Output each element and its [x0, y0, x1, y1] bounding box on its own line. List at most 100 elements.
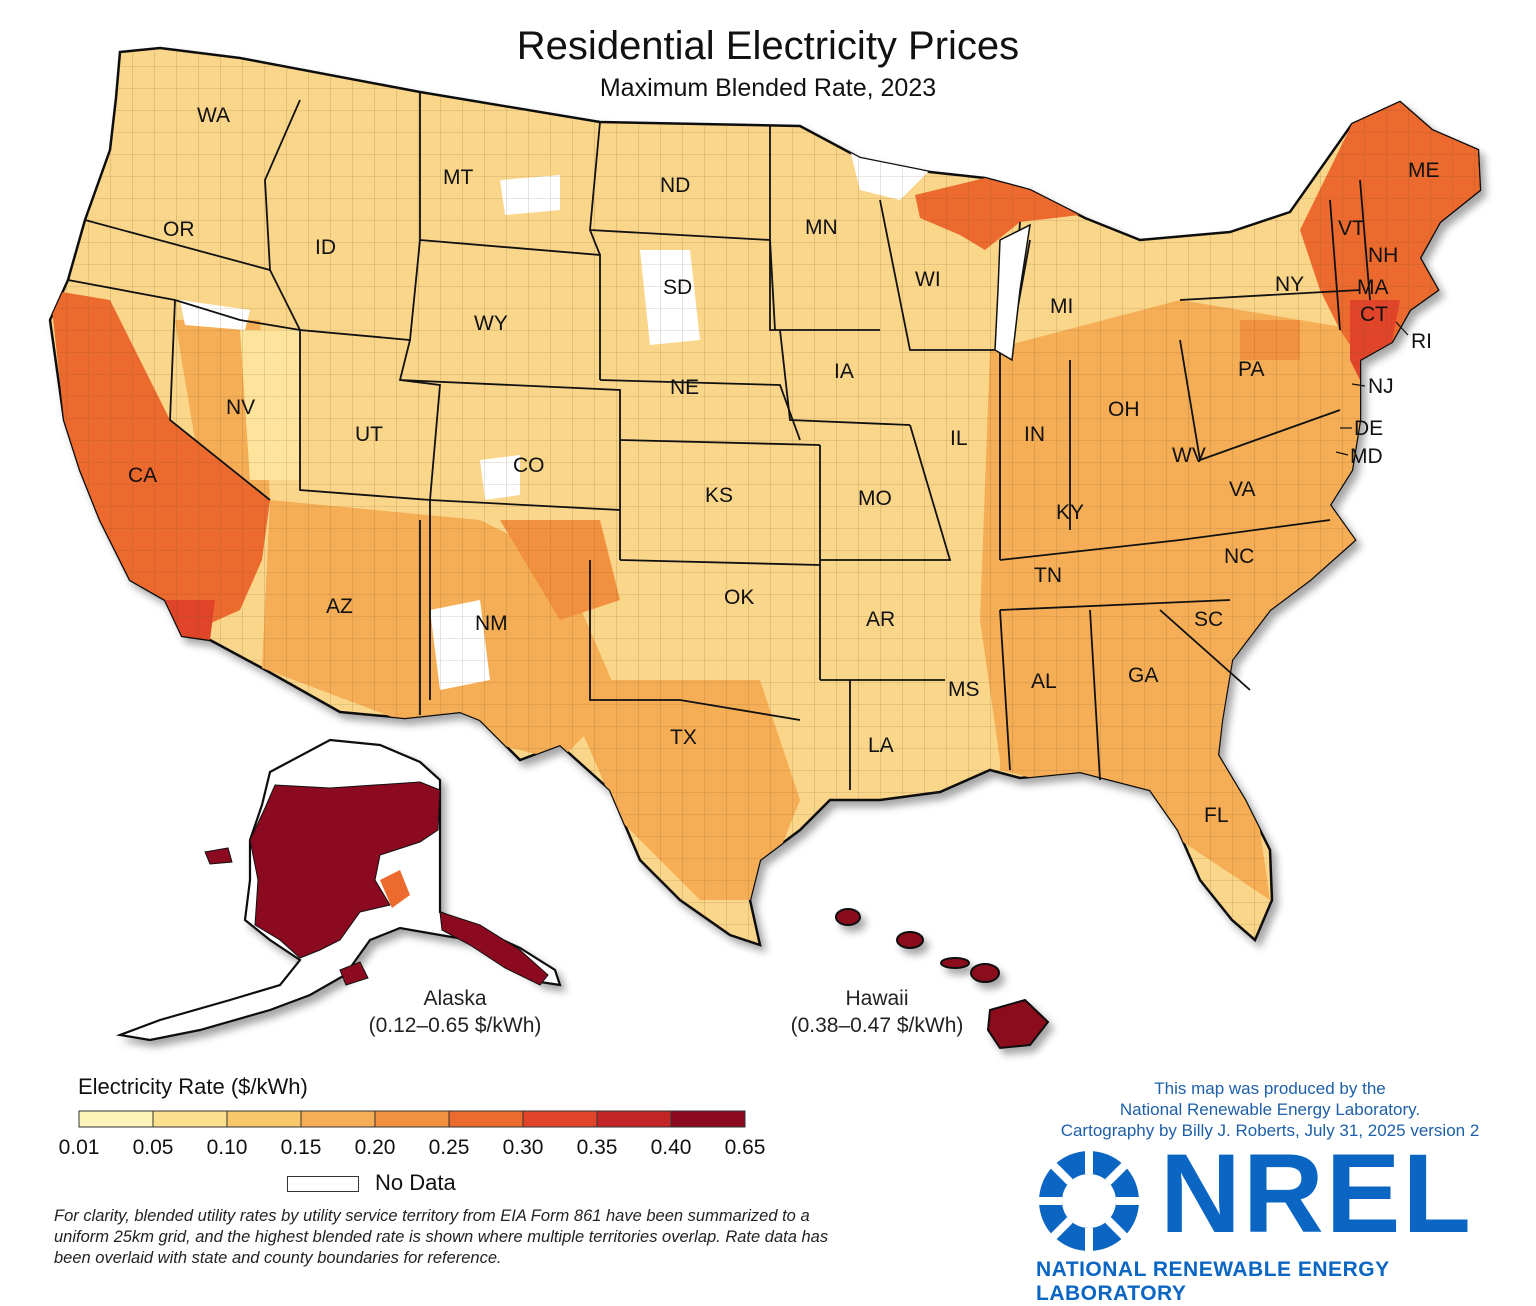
credit-block: This map was produced by the National Re… [1010, 1078, 1530, 1141]
state-label-fl: FL [1204, 804, 1229, 827]
state-label-nv: NV [226, 396, 255, 419]
footnote: For clarity, blended utility rates by ut… [54, 1207, 829, 1267]
legend-swatch [152, 1110, 228, 1128]
hawaii-range: (0.38–0.47 $/kWh) [791, 1014, 964, 1037]
legend-swatch [596, 1110, 672, 1128]
credit-line-2: National Renewable Energy Laboratory. [1119, 1100, 1421, 1119]
state-label-wv: WV [1172, 444, 1206, 467]
state-label-in: IN [1024, 423, 1045, 446]
legend-swatch [226, 1110, 302, 1128]
conus-map [48, 46, 1482, 947]
legend-tick-label: 0.15 [280, 1136, 322, 1159]
state-label-ut: UT [355, 423, 383, 446]
legend-tick-label: 0.20 [354, 1136, 396, 1159]
state-label-vt: VT [1338, 217, 1365, 240]
legend-swatch [374, 1110, 450, 1128]
state-label-id: ID [315, 236, 336, 259]
legend-tick-label: 0.25 [428, 1136, 470, 1159]
state-label-me: ME [1408, 159, 1440, 182]
state-label-ia: IA [834, 360, 854, 383]
credit-line-3: Cartography by Billy J. Roberts, July 31… [1060, 1121, 1480, 1140]
legend-no-data-swatch [287, 1176, 359, 1192]
state-label-oh: OH [1108, 398, 1140, 421]
state-label-mt: MT [443, 166, 473, 189]
state-label-ks: KS [705, 484, 733, 507]
alaska-inset: Alaska (0.12–0.65 $/kWh) [115, 738, 562, 1042]
alaska-southeast [439, 911, 549, 986]
state-label-mo: MO [858, 487, 892, 510]
nrel-wordmark: NREL [1160, 1131, 1473, 1256]
state-label-tx: TX [670, 726, 697, 749]
state-label-la: LA [868, 734, 894, 757]
legend-swatch [522, 1110, 598, 1128]
state-label-ny: NY [1275, 273, 1304, 296]
state-label-or: OR [163, 218, 195, 241]
state-label-ok: OK [724, 586, 754, 609]
state-label-nc: NC [1224, 545, 1254, 568]
lake-michigan [994, 223, 1031, 362]
state-label-ma: MA [1357, 276, 1389, 299]
state-label-wy: WY [474, 312, 508, 335]
state-label-mi: MI [1050, 295, 1073, 318]
alaska-high-rate [249, 781, 441, 959]
state-label-il: IL [950, 427, 968, 450]
state-labels: WA OR CA NV ID MT WY UT AZ CO NM ND SD N… [128, 104, 1440, 827]
legend-tick-label: 0.65 [724, 1136, 766, 1159]
state-label-co: CO [513, 454, 545, 477]
state-label-ar: AR [866, 608, 895, 631]
map-title: Residential Electricity Prices [516, 24, 1020, 68]
legend-tick-label: 0.05 [132, 1136, 174, 1159]
hawaii-island-big [986, 998, 1050, 1050]
hawaii-name: Hawaii [845, 987, 908, 1010]
state-label-md: MD [1350, 445, 1383, 468]
state-label-al: AL [1031, 670, 1057, 693]
map-subtitle: Maximum Blended Rate, 2023 [599, 74, 937, 102]
nrel-full-name: NATIONAL RENEWABLE ENERGY LABORATORY [1036, 1258, 1390, 1305]
state-label-sd: SD [663, 276, 692, 299]
hawaii-inset: Hawaii (0.38–0.47 $/kWh) [791, 908, 1050, 1050]
legend-swatch [300, 1110, 376, 1128]
state-label-wi: WI [915, 268, 941, 291]
state-label-ri: RI [1411, 330, 1432, 353]
state-label-ne: NE [670, 376, 699, 399]
alaska-mid-rate [380, 870, 410, 908]
state-boundaries [67, 92, 1371, 790]
state-label-nd: ND [660, 174, 690, 197]
legend-tick-label: 0.10 [206, 1136, 248, 1159]
state-label-de: DE [1354, 417, 1383, 440]
state-label-ga: GA [1128, 664, 1158, 687]
legend-color-bar [78, 1110, 746, 1128]
legend-swatch [448, 1110, 524, 1128]
hawaii-island-oahu [896, 931, 924, 949]
alaska-island-1 [204, 847, 233, 865]
state-label-nm: NM [475, 612, 508, 635]
state-label-nj: NJ [1368, 375, 1394, 398]
state-label-pa: PA [1238, 358, 1264, 381]
legend-swatch [670, 1110, 746, 1128]
county-grid [50, 48, 1480, 945]
legend-tick-label: 0.30 [502, 1136, 544, 1159]
alaska-name: Alaska [423, 987, 486, 1010]
state-label-ky: KY [1056, 501, 1084, 524]
state-label-ca: CA [128, 464, 157, 487]
state-label-va: VA [1229, 478, 1255, 501]
nrel-logo-icon [1036, 1148, 1142, 1254]
state-label-tn: TN [1034, 564, 1062, 587]
state-label-wa: WA [197, 104, 230, 127]
legend-tick-label: 0.35 [576, 1136, 618, 1159]
legend-no-data-label: No Data [375, 1170, 456, 1195]
state-label-mn: MN [805, 216, 838, 239]
credit-line-1: This map was produced by the [1154, 1079, 1386, 1098]
legend-tick-label: 0.40 [650, 1136, 692, 1159]
state-label-ct: CT [1360, 303, 1388, 326]
state-label-az: AZ [326, 595, 353, 618]
hawaii-island-kauai [835, 908, 861, 926]
legend-title: Electricity Rate ($/kWh) [78, 1074, 308, 1099]
legend-tick-label: 0.01 [58, 1136, 100, 1159]
hawaii-island-molokai [940, 957, 970, 969]
hawaii-island-maui [970, 963, 1000, 983]
state-label-nh: NH [1368, 244, 1398, 267]
state-label-sc: SC [1194, 608, 1223, 631]
legend-swatch [78, 1110, 154, 1128]
